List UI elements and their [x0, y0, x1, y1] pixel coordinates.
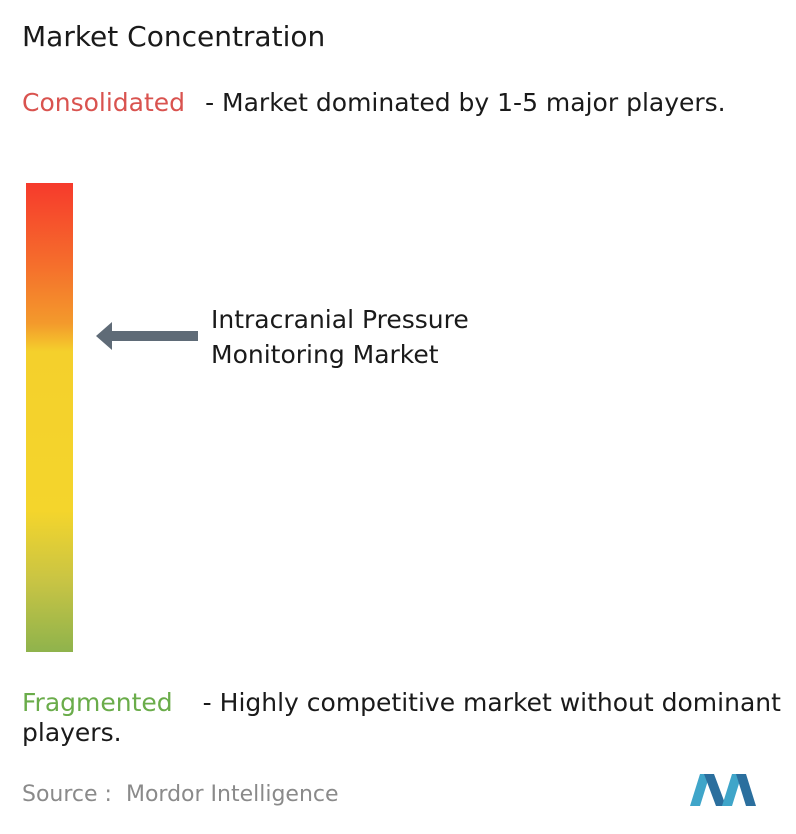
- source-name: Mordor Intelligence: [125, 782, 339, 807]
- consolidated-row: Consolidated - Market dominated by 1-5 ma…: [22, 88, 782, 118]
- fragmented-description: - Highly competitive market without domi…: [22, 688, 781, 747]
- fragmented-label: Fragmented: [22, 688, 173, 717]
- arrow: [96, 322, 198, 350]
- fragmented-row: Fragmented - Highly competitive market wi…: [22, 688, 782, 748]
- source: Source : Mordor Intelligence: [22, 782, 339, 807]
- market-label: Intracranial Pressure Monitoring Market: [211, 305, 469, 369]
- title: Market Concentration: [22, 20, 326, 53]
- consolidated-label: Consolidated: [22, 88, 186, 117]
- source-label: Source :: [22, 782, 112, 807]
- logo: [690, 774, 756, 806]
- consolidated-description: - Market dominated by 1-5 major players.: [205, 88, 726, 117]
- concentration-scale: [26, 183, 73, 652]
